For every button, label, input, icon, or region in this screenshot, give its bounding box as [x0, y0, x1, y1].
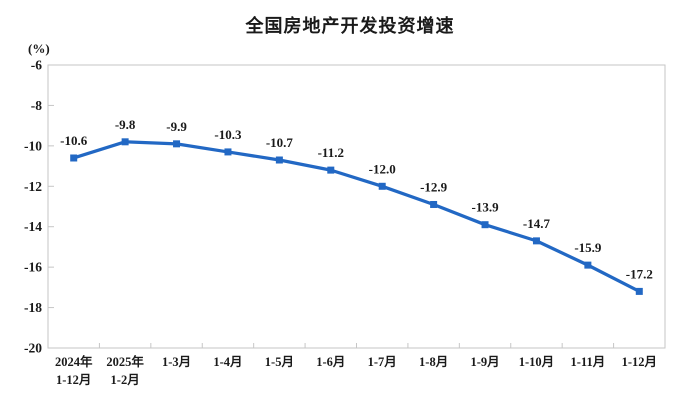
- x-axis-label: 1-3月: [162, 355, 191, 369]
- data-point-label: -13.9: [471, 200, 499, 215]
- x-axis-label: 1-12月: [622, 355, 657, 369]
- x-axis-label: 1-7月: [368, 355, 397, 369]
- data-point-label: -17.2: [626, 266, 653, 281]
- y-axis-label: -20: [24, 341, 42, 356]
- y-axis-label: -6: [31, 58, 42, 73]
- data-point-marker: [584, 261, 592, 269]
- x-axis-label: 2025年: [106, 354, 144, 369]
- y-axis-label: -8: [31, 98, 42, 113]
- data-point-marker: [378, 182, 386, 190]
- y-axis-label: -16: [24, 260, 42, 275]
- y-axis-label: -12: [24, 179, 42, 194]
- x-axis-label: 1-11月: [571, 355, 606, 369]
- data-point-label: -9.8: [115, 117, 136, 132]
- data-point-label: -10.7: [266, 135, 294, 150]
- x-axis-label: 1-10月: [519, 355, 554, 369]
- data-point-marker: [430, 200, 438, 208]
- x-axis-label: 1-9月: [470, 355, 499, 369]
- data-point-label: -10.6: [60, 133, 88, 148]
- y-axis-label: -18: [24, 300, 42, 315]
- data-point-marker: [327, 166, 335, 174]
- x-axis-label: 1-8月: [419, 355, 448, 369]
- data-point-label: -15.9: [574, 240, 602, 255]
- data-point-marker: [173, 140, 181, 148]
- data-point-label: -11.2: [318, 145, 344, 160]
- y-axis-unit-label: (%): [28, 41, 50, 56]
- data-point-label: -14.7: [523, 216, 551, 231]
- data-point-marker: [121, 138, 129, 146]
- data-line: [72, 140, 641, 294]
- y-axis-label: -10: [24, 138, 42, 153]
- data-point-label: -9.9: [166, 119, 187, 134]
- x-axis-label: 1-6月: [316, 355, 345, 369]
- x-axis-label: 1-2月: [111, 373, 140, 387]
- data-point-label: -12.9: [420, 179, 448, 194]
- data-point-label: -12.0: [369, 161, 396, 176]
- x-axis-label: 1-12月: [56, 373, 91, 387]
- data-point-marker: [275, 156, 283, 164]
- chart-title: 全国房地产开发投资增速: [245, 16, 455, 36]
- plot-area-border: [47, 64, 666, 349]
- data-point-marker: [635, 287, 643, 295]
- data-point-marker: [481, 221, 489, 229]
- data-point-marker: [70, 154, 78, 162]
- x-axis-label: 1-5月: [265, 355, 294, 369]
- data-point-marker: [224, 148, 232, 156]
- x-axis-label: 1-4月: [213, 355, 242, 369]
- y-axis-label: -14: [24, 219, 42, 234]
- data-point-marker: [532, 237, 540, 245]
- data-point-label: -10.3: [214, 127, 242, 142]
- x-axis-label: 2024年: [55, 354, 93, 369]
